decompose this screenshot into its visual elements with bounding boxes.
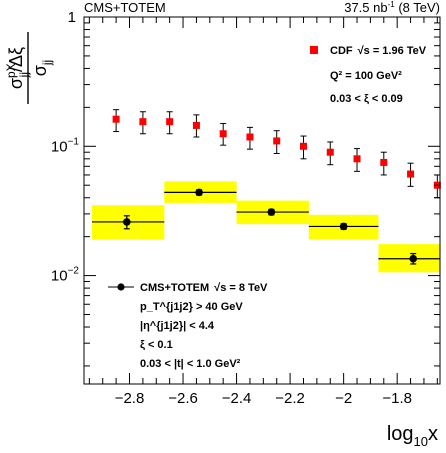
luminosity-suffix: (8 TeV)	[395, 0, 440, 15]
legend-cdf-name: CDF	[330, 45, 353, 57]
cdf-point	[192, 121, 200, 129]
cdf-point	[246, 133, 254, 141]
cdf-point	[353, 155, 361, 163]
y-title-num-sup: pX	[4, 63, 18, 78]
x-tick-label: −1.8	[382, 390, 412, 407]
legend-cdf-label: CDF √s = 1.96 TeV	[330, 45, 427, 57]
legend-cms-energy: √s = 8 TeV	[214, 282, 268, 294]
cdf-point	[219, 130, 227, 138]
y-tick-exponent: −1	[68, 136, 80, 147]
x-axis-title-base: log	[387, 423, 414, 445]
x-axis-ticks	[88, 17, 438, 384]
y-tick-exponent: −2	[68, 266, 80, 277]
y-axis-title-numerator: σpXjj/Δξ	[4, 47, 31, 89]
legend-cms-label: CMS+TOTEM √s = 8 TeV	[140, 282, 268, 294]
x-axis-title-sub: 10	[414, 434, 428, 449]
legend-cms-marker	[117, 283, 125, 291]
y-tick-label: 10−2	[51, 266, 80, 285]
x-axis-title: log10x	[387, 423, 438, 449]
y-tick-base: 10	[51, 268, 68, 285]
cms-point	[123, 218, 131, 226]
cms-point	[339, 222, 348, 231]
y-title-den-sub: jj	[40, 60, 54, 66]
legend-cms-name: CMS+TOTEM	[140, 282, 209, 294]
x-axis-tick-labels: −2.8 −2.6 −2.4 −2.2 −2 −1.8	[115, 390, 412, 407]
legend-cms-line-3: ξ < 0.1	[140, 339, 173, 351]
cms-points	[123, 188, 418, 263]
legend-cdf-energy: √s = 1.96 TeV	[358, 45, 427, 57]
y-axis-ticks	[84, 16, 440, 367]
y-title-num-tail: /Δξ	[6, 47, 26, 72]
plot-area	[92, 109, 441, 273]
cdf-point	[166, 118, 174, 126]
cdf-point	[326, 148, 334, 156]
x-tick-label: −2.8	[115, 390, 145, 407]
y-tick-base: 10	[51, 138, 68, 155]
cdf-point	[299, 142, 307, 150]
legend-cms-line-2: |η^{j1j2}| < 4.4	[140, 320, 215, 332]
luminosity-value: 37.5 nb	[344, 0, 387, 15]
luminosity-exponent: -1	[388, 0, 396, 9]
cdf-point	[112, 115, 120, 123]
luminosity-label: 37.5 nb-1 (8 TeV)	[344, 0, 440, 15]
legend-cms-line-4: 0.03 < |t| < 1.0 GeV²	[140, 358, 241, 370]
y-title-num-main: σ	[6, 78, 26, 89]
x-tick-label: −2.2	[275, 390, 305, 407]
legend-cdf-line-2: 0.03 < ξ < 0.09	[330, 93, 403, 105]
y-title-den-main: σ	[30, 65, 50, 76]
cdf-point	[139, 118, 147, 126]
cdf-point	[407, 170, 415, 178]
cms-point	[195, 188, 203, 197]
legend-cdf-line-1: Q² = 100 GeV²	[330, 70, 402, 82]
cdf-point	[273, 137, 281, 145]
legend-cdf: CDF √s = 1.96 TeV Q² = 100 GeV² 0.03 < ξ …	[310, 45, 427, 105]
cdf-point	[380, 158, 388, 166]
y-title-num-sub: jj	[17, 72, 31, 78]
x-tick-label: −2.6	[168, 390, 198, 407]
experiment-label: CMS+TOTEM	[84, 0, 166, 15]
y-tick-label: 10−1	[51, 136, 80, 155]
y-axis-title-denominator: σjj	[30, 60, 54, 76]
x-axis-title-tail: x	[428, 423, 438, 445]
legend-cms: CMS+TOTEM √s = 8 TeV p_T^{j1j2} > 40 GeV …	[108, 282, 268, 370]
x-tick-label: −2.4	[222, 390, 252, 407]
y-tick-label: 1	[68, 9, 76, 26]
y-axis-tick-labels: 10−210−11	[51, 9, 80, 285]
legend-cdf-marker	[310, 46, 318, 54]
cms-point	[409, 254, 418, 263]
x-tick-label: −2	[335, 390, 352, 407]
cms-point	[267, 208, 276, 216]
legend-cms-line-1: p_T^{j1j2} > 40 GeV	[140, 301, 243, 313]
y-axis-title: σpXjj/Δξ σjj	[4, 32, 54, 104]
plot-frame	[83, 16, 441, 385]
